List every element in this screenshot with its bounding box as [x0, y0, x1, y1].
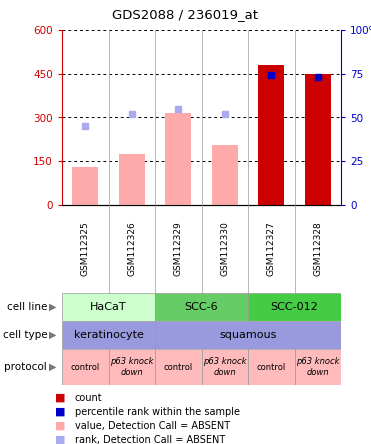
Text: ▶: ▶	[49, 302, 56, 312]
Text: GDS2088 / 236019_at: GDS2088 / 236019_at	[112, 8, 259, 21]
Bar	[108, 349, 155, 385]
Text: squamous: squamous	[219, 330, 277, 340]
Bar	[155, 293, 248, 321]
Text: ▶: ▶	[49, 362, 56, 372]
Bar	[155, 349, 201, 385]
Text: control: control	[257, 362, 286, 372]
Text: SCC-012: SCC-012	[270, 302, 318, 312]
Bar	[248, 349, 295, 385]
Bar	[62, 321, 155, 349]
Text: HaCaT: HaCaT	[90, 302, 127, 312]
Text: GSM112327: GSM112327	[267, 222, 276, 276]
Bar	[212, 145, 237, 205]
Text: ■: ■	[55, 407, 65, 417]
Text: control: control	[164, 362, 193, 372]
Text: control: control	[70, 362, 100, 372]
Bar	[248, 293, 341, 321]
Text: ▶: ▶	[49, 330, 56, 340]
Bar	[295, 349, 341, 385]
Bar	[62, 293, 155, 321]
Text: GSM112326: GSM112326	[127, 222, 136, 276]
Text: p63 knock
down: p63 knock down	[203, 357, 246, 377]
Text: value, Detection Call = ABSENT: value, Detection Call = ABSENT	[75, 421, 230, 431]
Text: cell type: cell type	[3, 330, 47, 340]
Text: ■: ■	[55, 393, 65, 403]
Text: ■: ■	[55, 421, 65, 431]
Bar	[259, 65, 284, 205]
Bar	[201, 349, 248, 385]
Text: p63 knock
down: p63 knock down	[110, 357, 154, 377]
Text: GSM112328: GSM112328	[313, 222, 322, 276]
Bar	[305, 74, 331, 205]
Text: percentile rank within the sample: percentile rank within the sample	[75, 407, 240, 417]
Text: GSM112325: GSM112325	[81, 222, 90, 276]
Bar	[155, 321, 341, 349]
Text: GSM112329: GSM112329	[174, 222, 183, 276]
Text: GSM112330: GSM112330	[220, 222, 229, 277]
Text: ■: ■	[55, 435, 65, 444]
Text: count: count	[75, 393, 103, 403]
Text: p63 knock
down: p63 knock down	[296, 357, 339, 377]
Bar	[62, 349, 108, 385]
Text: keratinocyte: keratinocyte	[73, 330, 144, 340]
Bar	[119, 154, 145, 205]
Text: rank, Detection Call = ABSENT: rank, Detection Call = ABSENT	[75, 435, 225, 444]
Bar	[72, 167, 98, 205]
Text: protocol: protocol	[4, 362, 47, 372]
Bar	[165, 113, 191, 205]
Text: cell line: cell line	[7, 302, 47, 312]
Text: SCC-6: SCC-6	[185, 302, 218, 312]
